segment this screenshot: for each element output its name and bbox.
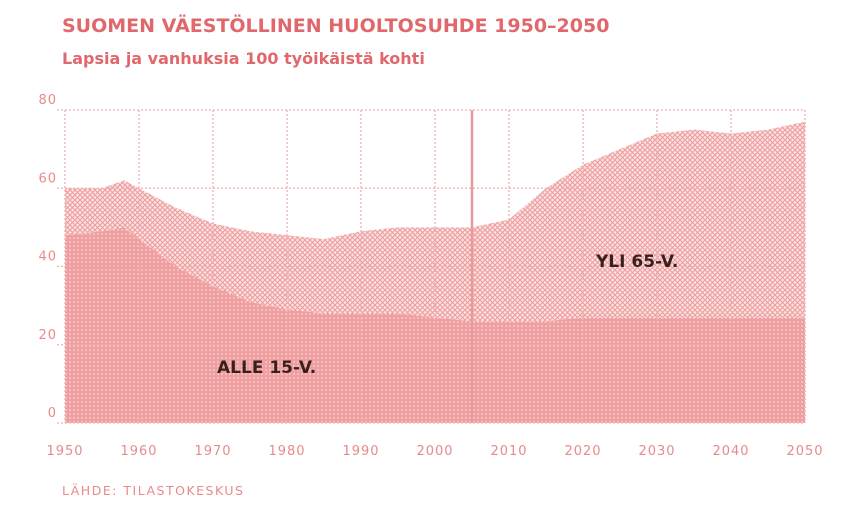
y-tick-label: 20 (38, 328, 57, 343)
y-tick-label: 80 (38, 93, 57, 108)
source: LÄHDE: TILASTOKESKUS (62, 483, 244, 498)
x-tick-label: 1950 (46, 444, 83, 459)
x-tick-label: 1980 (268, 444, 305, 459)
y-tick-label: 60 (38, 171, 57, 186)
area (65, 121, 805, 322)
x-tick-label: 2020 (564, 444, 601, 459)
x-tick-label: 2040 (712, 444, 749, 459)
x-tick-label: 2000 (416, 444, 453, 459)
x-tick-label: 1990 (342, 444, 379, 459)
chart-title: SUOMEN VÄESTÖLLINEN HUOLTOSUHDE 1950–205… (62, 13, 609, 37)
series-label: YLI 65-V. (595, 252, 678, 272)
x-tick-label: 1960 (120, 444, 157, 459)
chart-subtitle: Lapsia ja vanhuksia 100 työikäistä kohti (62, 49, 425, 68)
x-tick-label: 2010 (490, 444, 527, 459)
x-tick-label: 2050 (786, 444, 823, 459)
x-tick-label: 1970 (194, 444, 231, 459)
y-tick-label: 40 (38, 250, 57, 265)
y-tick-label: 0 (48, 406, 57, 421)
area (65, 227, 805, 423)
x-tick-label: 2030 (638, 444, 675, 459)
series-label: ALLE 15-V. (217, 358, 316, 378)
